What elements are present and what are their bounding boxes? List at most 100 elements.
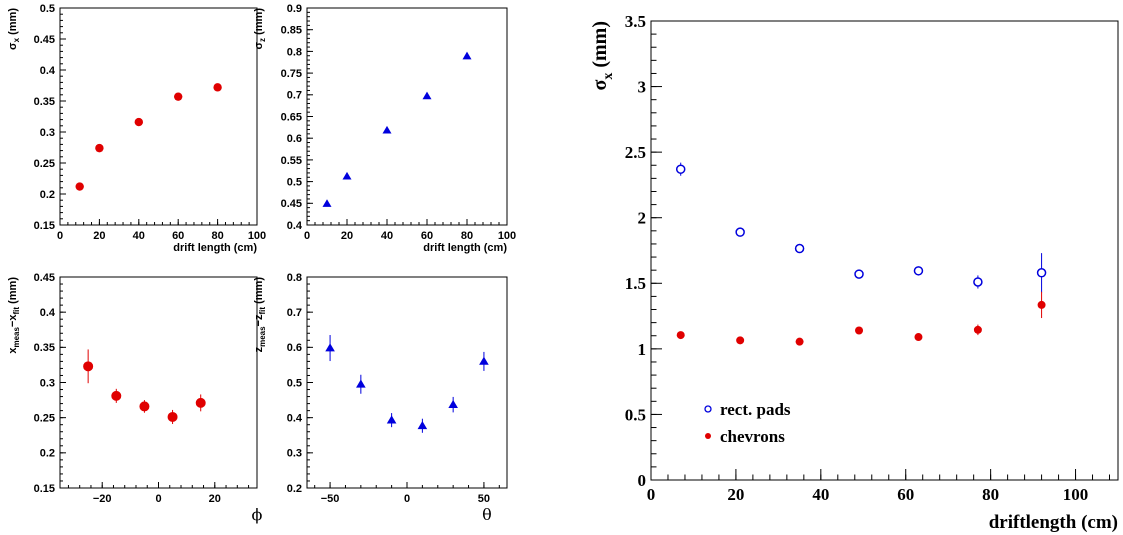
y-tick-label: 0.5 — [287, 377, 302, 389]
y-tick-label: 0.5 — [40, 3, 55, 15]
data-point — [386, 415, 397, 424]
x-tick-label: 20 — [727, 485, 744, 504]
y-tick-label: 0.35 — [34, 342, 55, 354]
x-axis-label: θ — [482, 505, 492, 524]
data-point — [417, 420, 428, 430]
data-point — [325, 343, 335, 352]
x-tick-label: 0 — [647, 485, 656, 504]
x-axis-label: drift length (cm) — [173, 242, 257, 254]
data-point — [795, 337, 804, 346]
y-tick-label: 0.45 — [34, 34, 55, 46]
data-point — [322, 199, 332, 207]
x-tick-label: 100 — [1063, 485, 1089, 504]
y-tick-label: 0.3 — [287, 448, 302, 460]
y-tick-label: 0.5 — [287, 176, 302, 188]
y-tick-label: 0 — [638, 471, 647, 490]
chart-panel-5: 0 20 40 60 80 100 0 0.5 1 1.5 2 2.5 3 3.5 driftlength … — [589, 12, 1119, 533]
legend-marker — [704, 405, 712, 413]
data-point — [111, 390, 122, 401]
y-tick-label: 0.85 — [281, 25, 302, 37]
x-tick-label: 20 — [209, 493, 221, 505]
y-tick-label: 0.8 — [287, 46, 302, 58]
y-tick-label: 0.55 — [281, 155, 302, 167]
y-tick-label: 0.4 — [40, 307, 56, 319]
x-tick-label: 50 — [478, 493, 490, 505]
y-axis-label-part: σ — [7, 42, 19, 50]
data-point — [134, 117, 143, 127]
data-point — [794, 243, 805, 254]
chart-panel-4: −50 0 50 0.2 0.3 0.4 0.5 0.6 0.7 0.8 θ zmeas−zfit (… — [253, 272, 508, 524]
plot-frame — [306, 7, 508, 226]
chart-panel-2: 0 20 40 60 80 100 0.4 0.45 0.5 0.55 0.6 0.65 0.7 0.75… — [253, 3, 516, 254]
y-axis-label-part: x — [601, 73, 616, 80]
y-tick-label: 1.5 — [625, 274, 646, 293]
y-axis-label-part: x — [7, 347, 19, 354]
x-tick-label: −50 — [321, 493, 340, 505]
y-tick-label: 0.4 — [287, 413, 303, 425]
y-tick-label: 0.6 — [287, 133, 302, 145]
data-point — [382, 125, 392, 134]
x-tick-label: 20 — [341, 230, 353, 242]
data-point — [342, 171, 352, 180]
y-axis-label: zmeas−zfit (mm) — [253, 277, 267, 353]
x-tick-label: 0 — [304, 230, 310, 242]
data-point — [736, 336, 745, 345]
y-axis-label-part: (mm) — [253, 277, 265, 307]
x-tick-label: 0 — [155, 493, 161, 505]
x-tick-label: 40 — [133, 230, 145, 242]
data-point — [356, 379, 366, 388]
data-point — [448, 399, 458, 409]
data-point — [973, 277, 983, 287]
data-point — [479, 356, 489, 365]
y-tick-label: 0.65 — [281, 111, 302, 123]
data-point — [735, 227, 745, 237]
y-tick-label: 0.4 — [40, 65, 56, 77]
plot-frame — [59, 276, 258, 489]
data-point — [83, 361, 94, 372]
x-tick-label: 80 — [461, 230, 473, 242]
y-axis-label: xmeas−xfit (mm) — [7, 277, 21, 354]
y-axis-label: σx (mm) — [589, 21, 616, 91]
x-tick-label: 80 — [211, 230, 223, 242]
y-axis-label: σz (mm) — [253, 8, 267, 50]
y-tick-label: 3.5 — [625, 12, 646, 31]
data-point — [676, 331, 685, 340]
y-tick-label: 0.4 — [287, 220, 303, 232]
y-tick-label: 0.6 — [287, 342, 302, 354]
y-tick-label: 0.2 — [287, 483, 302, 495]
y-axis-label-part: σ — [589, 80, 611, 91]
y-axis-label-part: (mm) — [7, 8, 19, 38]
y-tick-label: 0.3 — [40, 127, 55, 139]
y-tick-label: 0.25 — [34, 158, 55, 170]
data-point — [914, 333, 923, 342]
y-axis-label-part: fit — [12, 307, 21, 315]
y-tick-label: 0.45 — [34, 272, 55, 284]
y-axis-label-part: meas — [258, 326, 267, 347]
data-point — [167, 411, 178, 422]
legend-marker — [705, 433, 711, 439]
data-point — [855, 326, 864, 335]
y-axis-label-part: (mm) — [589, 21, 611, 73]
y-tick-label: 2.5 — [625, 143, 646, 162]
y-axis-label-part: −x — [7, 314, 19, 327]
y-axis-label-part: meas — [12, 327, 21, 348]
data-point — [462, 51, 472, 60]
x-tick-label: 60 — [897, 485, 914, 504]
y-axis-label-part: fit — [258, 307, 267, 315]
x-tick-label: 40 — [381, 230, 393, 242]
y-tick-label: 0.2 — [40, 189, 55, 201]
y-tick-label: 3 — [638, 78, 647, 97]
y-tick-label: 0.45 — [281, 198, 302, 210]
y-tick-label: 0.15 — [34, 483, 55, 495]
y-axis-label-part: (mm) — [253, 8, 265, 38]
chart-panel-1: 0 20 40 60 80 100 0.15 0.2 0.25 0.3 0.35 0.4 0.45 0.5… — [7, 3, 266, 254]
y-tick-label: 0.25 — [34, 413, 55, 425]
data-point — [174, 92, 183, 101]
y-axis-label-part: x — [12, 37, 21, 42]
x-tick-label: 60 — [172, 230, 184, 242]
y-tick-label: 0.9 — [287, 3, 302, 15]
y-tick-label: 0.3 — [40, 377, 55, 389]
y-axis-label-part: z — [253, 346, 265, 352]
x-tick-label: −20 — [93, 493, 112, 505]
x-axis-label: driftlength (cm) — [989, 512, 1118, 533]
